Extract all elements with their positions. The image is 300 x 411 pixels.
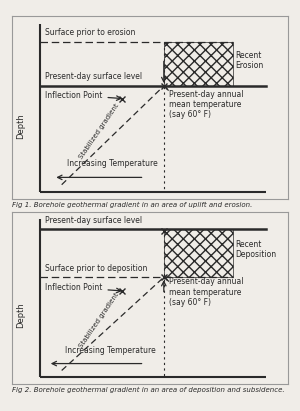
Text: Increasing Temperature: Increasing Temperature xyxy=(64,346,155,355)
Text: Present-day annual
mean temperature
(say 60° F): Present-day annual mean temperature (say… xyxy=(164,277,244,307)
Text: Depth: Depth xyxy=(16,113,25,139)
Text: Stabilized gradient: Stabilized gradient xyxy=(78,103,120,160)
Text: Present-day surface level: Present-day surface level xyxy=(45,72,142,81)
Text: Inflection Point: Inflection Point xyxy=(45,283,121,293)
Text: Present-day annual
mean temperature
(say 60° F): Present-day annual mean temperature (say… xyxy=(164,86,244,120)
Text: Present-day surface level: Present-day surface level xyxy=(45,216,142,225)
Text: Surface prior to deposition: Surface prior to deposition xyxy=(45,264,148,273)
Text: Inflection Point: Inflection Point xyxy=(45,90,121,100)
Bar xyxy=(164,229,233,277)
Text: Stabilized gradient: Stabilized gradient xyxy=(78,292,120,349)
Text: Recent
Erosion: Recent Erosion xyxy=(236,51,264,70)
Bar xyxy=(164,42,233,86)
Text: Fig 1. Borehole geothermal gradient in an area of uplift and erosion.: Fig 1. Borehole geothermal gradient in a… xyxy=(12,202,252,208)
Text: Recent
Deposition: Recent Deposition xyxy=(236,240,277,259)
Text: Surface prior to erosion: Surface prior to erosion xyxy=(45,28,136,37)
Text: Increasing Temperature: Increasing Temperature xyxy=(68,159,158,168)
Text: Depth: Depth xyxy=(16,302,25,328)
Text: Fig 2. Borehole geothermal gradient in an area of deposition and subsidence.: Fig 2. Borehole geothermal gradient in a… xyxy=(12,387,285,393)
